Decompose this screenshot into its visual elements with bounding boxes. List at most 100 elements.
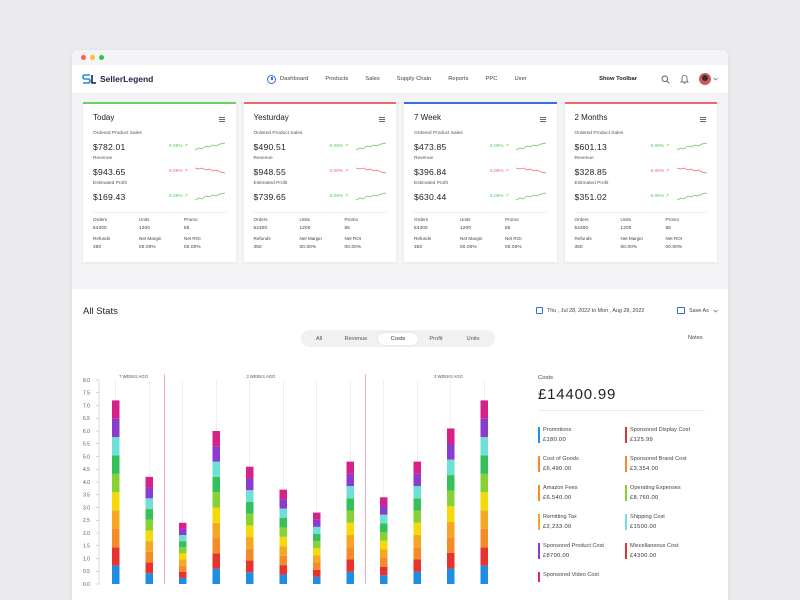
bar-segment[interactable] (112, 565, 120, 584)
bar-segment[interactable] (380, 557, 388, 567)
tab-profit[interactable]: Profit (429, 335, 443, 342)
cost-item[interactable]: Sponsored Product Cost £8700.00 (538, 543, 625, 559)
cost-item[interactable]: Operating Expenses £8,760.00 (625, 485, 712, 501)
bar-segment[interactable] (346, 510, 355, 523)
bar-segment[interactable] (145, 487, 154, 499)
bar-segment[interactable] (480, 455, 489, 474)
bar-segment[interactable] (413, 535, 422, 548)
menu-icon[interactable] (700, 117, 706, 122)
bar-segment[interactable] (212, 568, 221, 584)
bar-segment[interactable] (447, 459, 455, 476)
cost-item[interactable]: Shipping Cost £1500.00 (625, 514, 712, 530)
bar-segment[interactable] (279, 508, 288, 518)
bar-segment[interactable] (413, 486, 422, 499)
nav-dashboard[interactable]: Dashboard (267, 74, 308, 84)
bar-segment[interactable] (346, 473, 355, 487)
cost-item[interactable]: Sponsored Brand Cost £3,354.00 (625, 456, 712, 472)
bar-segment[interactable] (212, 446, 221, 462)
bar-segment[interactable] (279, 499, 288, 509)
bar-segment[interactable] (480, 547, 489, 566)
bar-segment[interactable] (112, 492, 120, 511)
bar-segment[interactable] (145, 509, 154, 520)
user-menu[interactable] (699, 73, 718, 85)
bar-segment[interactable] (246, 572, 254, 584)
save-as-button[interactable]: Save As (677, 307, 718, 314)
bar-segment[interactable] (413, 461, 422, 474)
bar-segment[interactable] (447, 428, 455, 445)
bar-segment[interactable] (279, 517, 288, 528)
bar-segment[interactable] (279, 546, 288, 556)
bar-segment[interactable] (447, 568, 455, 584)
bar-segment[interactable] (480, 437, 489, 456)
bar-segment[interactable] (413, 571, 422, 584)
bar-segment[interactable] (112, 528, 120, 548)
bar-segment[interactable] (246, 537, 254, 549)
bar-segment[interactable] (313, 562, 321, 570)
bar-segment[interactable] (179, 522, 187, 529)
bar-segment[interactable] (413, 473, 422, 487)
bar-segment[interactable] (380, 531, 388, 541)
bar-segment[interactable] (447, 521, 455, 538)
bar-segment[interactable] (346, 571, 355, 584)
bar-segment[interactable] (279, 527, 288, 537)
tab-units[interactable]: Units (466, 335, 480, 342)
bar-segment[interactable] (413, 559, 422, 572)
bar-segment[interactable] (447, 490, 455, 507)
nav-user[interactable]: User (514, 76, 527, 82)
notes-button[interactable]: Notes (688, 335, 703, 341)
bar-segment[interactable] (346, 535, 355, 548)
bar-segment[interactable] (112, 437, 120, 456)
bar-segment[interactable] (380, 549, 388, 558)
bar-segment[interactable] (380, 505, 388, 515)
bar-segment[interactable] (313, 526, 321, 535)
bar-segment[interactable] (447, 475, 455, 491)
nav-sales[interactable]: Sales (365, 76, 380, 82)
bar-segment[interactable] (246, 501, 254, 514)
show-toolbar-button[interactable]: Show Toolbar (599, 76, 637, 82)
cost-item[interactable]: Cost of Goods £6,490.00 (538, 456, 625, 472)
close-dot[interactable] (81, 55, 86, 60)
bar-segment[interactable] (212, 476, 221, 493)
nav-ppc[interactable]: PPC (485, 76, 498, 82)
bar-segment[interactable] (246, 490, 254, 502)
bar-segment[interactable] (246, 560, 254, 573)
cost-item[interactable]: Amazon Fees £6,540.00 (538, 485, 625, 501)
bar-segment[interactable] (413, 498, 422, 511)
bar-segment[interactable] (313, 534, 321, 542)
bar-segment[interactable] (279, 489, 288, 500)
search-icon[interactable] (661, 75, 670, 84)
bar-segment[interactable] (413, 510, 422, 523)
bar-segment[interactable] (179, 528, 187, 536)
cost-item[interactable]: Promotions £180.00 (538, 427, 625, 443)
nav-supply-chain[interactable]: Supply Chain (396, 76, 432, 82)
bar-segment[interactable] (480, 528, 489, 548)
bar-segment[interactable] (380, 575, 388, 584)
bar-segment[interactable] (447, 552, 455, 569)
bar-segment[interactable] (480, 400, 489, 419)
bar-segment[interactable] (447, 537, 455, 553)
bar-segment[interactable] (112, 418, 120, 438)
menu-icon[interactable] (379, 117, 385, 122)
tab-revenue[interactable]: Revenue (344, 335, 368, 342)
bar-segment[interactable] (212, 492, 221, 508)
bar-segment[interactable] (212, 431, 221, 447)
bar-segment[interactable] (145, 498, 154, 510)
menu-icon[interactable] (539, 117, 546, 122)
bar-segment[interactable] (246, 513, 254, 526)
bar-segment[interactable] (413, 522, 422, 536)
bar-segment[interactable] (480, 510, 489, 529)
bar-segment[interactable] (380, 523, 388, 532)
bar-segment[interactable] (313, 548, 321, 556)
bar-segment[interactable] (112, 455, 120, 474)
bar-segment[interactable] (313, 555, 321, 563)
bar-segment[interactable] (179, 571, 187, 578)
bar-segment[interactable] (179, 577, 187, 584)
bar-segment[interactable] (212, 538, 221, 554)
bar-segment[interactable] (212, 461, 221, 477)
bar-segment[interactable] (179, 565, 187, 572)
bar-segment[interactable] (246, 478, 254, 491)
bell-icon[interactable] (680, 74, 689, 84)
bar-segment[interactable] (145, 573, 154, 584)
bar-segment[interactable] (380, 540, 388, 550)
bar-segment[interactable] (145, 530, 154, 542)
